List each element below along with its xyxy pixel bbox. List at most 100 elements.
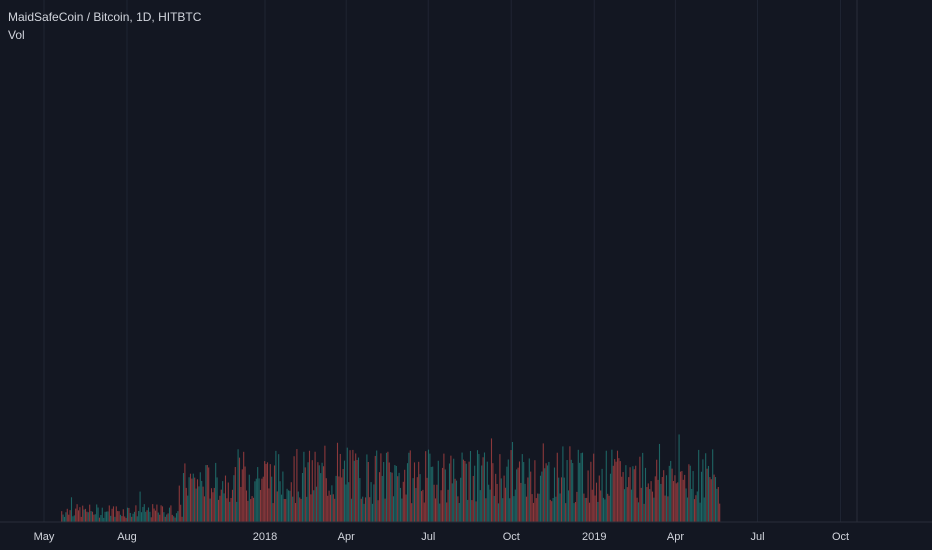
volume-bar xyxy=(434,498,437,522)
volume-bar xyxy=(516,469,518,522)
volume-bar xyxy=(576,491,578,522)
volume-bar xyxy=(269,464,271,522)
volume-bar xyxy=(385,452,388,522)
volume-bar xyxy=(667,496,669,522)
volume-bar xyxy=(412,478,414,522)
volume-bar xyxy=(247,500,249,522)
volume-bar xyxy=(229,501,231,522)
volume-bar xyxy=(90,511,92,522)
volume-bar xyxy=(520,482,522,522)
volume-bar xyxy=(474,465,476,522)
volume-bar xyxy=(142,506,144,522)
volume-bar xyxy=(485,498,487,522)
volume-bar xyxy=(224,475,227,522)
volume-bar xyxy=(300,498,302,522)
volume-bar xyxy=(427,449,430,522)
volume-bar xyxy=(230,498,232,522)
volume-bar xyxy=(181,516,183,522)
volume-bar xyxy=(642,452,644,522)
volume-bar xyxy=(447,489,449,522)
volume-bar xyxy=(313,490,315,522)
volume-bar xyxy=(523,462,525,522)
volume-bar xyxy=(114,516,116,522)
volume-bar xyxy=(429,453,431,522)
volume-bar xyxy=(336,442,339,522)
volume-bar xyxy=(531,494,533,522)
price-axis[interactable]: 0.0003000000.0002600000.0002200000.00018… xyxy=(856,0,932,522)
volume-bar xyxy=(308,450,311,522)
symbol-title[interactable]: MaidSafeCoin / Bitcoin, 1D, HITBTC xyxy=(8,10,202,24)
volume-bar xyxy=(430,466,432,522)
volume-bar xyxy=(527,477,529,522)
volume-bar xyxy=(551,501,553,522)
volume-bar xyxy=(168,507,171,522)
volume-bar xyxy=(409,450,411,522)
volume-bar xyxy=(475,501,477,522)
volume-bar xyxy=(518,461,521,522)
volume-bar xyxy=(425,451,427,522)
volume-bar xyxy=(329,494,332,522)
volume-bar xyxy=(145,511,147,522)
volume-bar xyxy=(643,503,645,522)
volume-bar xyxy=(700,471,703,522)
volume-bar xyxy=(517,467,519,522)
volume-bar xyxy=(656,459,658,522)
volume-bar xyxy=(124,516,126,522)
volume-indicator-label[interactable]: Vol xyxy=(8,28,25,42)
volume-bar xyxy=(188,477,190,522)
volume-bar xyxy=(679,471,682,522)
volume-bar xyxy=(339,453,341,522)
x-tick-label: 2018 xyxy=(253,531,277,543)
volume-bar xyxy=(233,475,235,522)
volume-bar xyxy=(374,455,376,522)
volume-bar xyxy=(570,459,572,522)
volume-bar xyxy=(370,482,372,522)
volume-bar xyxy=(62,514,64,522)
volume-bar xyxy=(661,477,663,522)
volume-bar xyxy=(457,496,459,522)
volume-bar xyxy=(133,511,136,522)
volume-bar xyxy=(222,481,224,522)
volume-bar xyxy=(685,488,687,522)
volume-bar xyxy=(626,487,628,522)
volume-bar xyxy=(462,459,465,522)
volume-bar xyxy=(565,503,567,522)
volume-bar xyxy=(231,489,234,522)
volume-bar xyxy=(614,459,616,522)
volume-bar xyxy=(264,461,266,522)
volume-bar xyxy=(601,468,603,522)
volume-bar xyxy=(691,488,693,522)
volume-bar xyxy=(668,465,670,522)
volume-bar xyxy=(397,476,399,522)
volume-bar xyxy=(574,502,577,522)
volume-bar xyxy=(376,450,378,522)
volume-bar xyxy=(154,510,157,522)
volume-bar xyxy=(334,498,336,522)
volume-bar xyxy=(290,482,292,522)
volume-bar xyxy=(128,507,130,522)
volume-bar xyxy=(373,484,375,522)
volume-bar xyxy=(367,462,369,522)
volume-bar xyxy=(338,476,340,522)
volume-bar xyxy=(273,465,276,522)
volume-bar xyxy=(460,477,462,522)
volume-bars xyxy=(61,434,721,522)
volume-bar xyxy=(544,468,546,522)
volume-bar xyxy=(258,478,260,522)
volume-bar xyxy=(595,482,598,522)
volume-bar xyxy=(283,498,285,522)
volume-bar xyxy=(672,481,675,522)
volume-bar xyxy=(552,498,554,522)
volume-bar xyxy=(125,517,127,522)
volume-bar xyxy=(314,451,316,522)
volume-bar xyxy=(675,483,677,522)
volume-bar xyxy=(265,463,267,522)
volume-bar xyxy=(615,461,617,522)
volume-bar xyxy=(695,495,697,522)
volume-bar xyxy=(525,496,528,522)
volume-bar xyxy=(489,489,491,522)
volume-bar xyxy=(244,466,246,522)
x-tick-label: Apr xyxy=(338,531,355,543)
time-axis[interactable]: May Aug 2018 Apr Jul Oct 2019 Apr Jul Oct xyxy=(0,521,932,543)
